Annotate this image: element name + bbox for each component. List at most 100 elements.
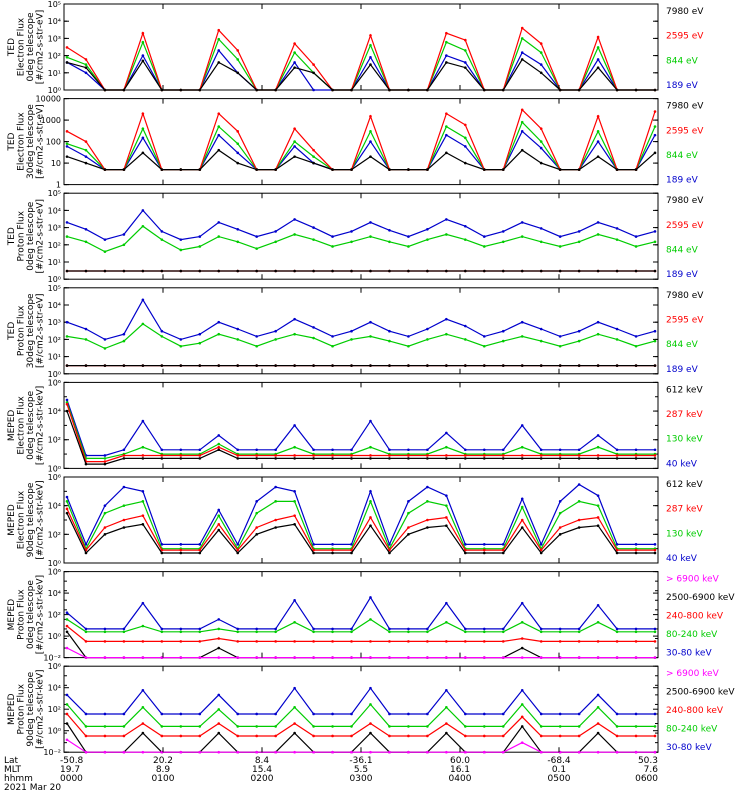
data-point — [520, 108, 524, 112]
data-point — [520, 269, 524, 273]
x-tick-mlt: 8.9 — [156, 765, 171, 775]
y-axis-label-line: MEPED — [7, 410, 17, 442]
data-point — [596, 58, 600, 61]
data-point — [445, 516, 448, 519]
data-point — [482, 548, 486, 552]
data-point — [445, 750, 448, 754]
data-point — [217, 269, 221, 273]
data-point — [293, 750, 296, 754]
data-point — [539, 543, 543, 546]
data-point — [653, 712, 657, 716]
data-point — [331, 656, 334, 659]
data-point — [236, 240, 240, 244]
data-point — [539, 327, 543, 331]
data-point — [65, 335, 69, 338]
data-point — [539, 71, 543, 75]
data-point — [65, 364, 69, 367]
data-point — [179, 712, 183, 716]
data-point — [255, 630, 258, 634]
data-point — [634, 88, 638, 92]
data-point — [558, 725, 562, 728]
data-point — [293, 127, 296, 130]
data-point — [369, 140, 372, 143]
data-point — [84, 627, 88, 631]
data-point — [653, 448, 657, 452]
data-point — [293, 490, 296, 493]
data-point — [84, 364, 88, 367]
data-point — [331, 269, 334, 273]
data-point — [255, 364, 258, 367]
data-point — [293, 523, 296, 526]
data-point — [255, 725, 258, 728]
legend-entry: 7980 eV — [666, 196, 704, 206]
data-point — [464, 725, 467, 728]
data-point — [369, 130, 372, 133]
data-point — [369, 457, 372, 460]
data-point — [84, 725, 88, 728]
data-point — [501, 543, 505, 546]
data-point — [388, 734, 391, 738]
data-point — [179, 627, 183, 631]
data-point — [217, 508, 221, 512]
data-point — [217, 235, 221, 238]
data-point — [501, 750, 505, 754]
data-point — [464, 38, 467, 42]
data-point — [198, 448, 202, 452]
data-point — [350, 269, 353, 273]
data-point — [464, 123, 467, 127]
data-point — [65, 46, 69, 49]
data-point — [501, 548, 505, 552]
data-point — [217, 445, 221, 449]
data-point — [274, 448, 277, 452]
y-axis-label-line: TED — [7, 227, 17, 246]
data-point — [615, 548, 619, 552]
data-point — [198, 712, 202, 716]
data-point — [539, 630, 543, 634]
data-point — [426, 269, 429, 273]
legend-entry: 2595 eV — [666, 315, 704, 325]
data-point — [255, 656, 258, 659]
data-point — [312, 326, 315, 329]
data-point — [274, 750, 277, 754]
data-point — [255, 457, 258, 460]
y-tick-label: 10² — [48, 436, 61, 445]
data-point — [388, 627, 391, 631]
legend-entry: 189 eV — [666, 81, 699, 91]
data-point — [141, 731, 145, 735]
x-tick-hhmm: 0000 — [60, 774, 83, 784]
data-point — [84, 750, 88, 754]
legend-entry: 240-800 keV — [666, 706, 724, 716]
data-point — [65, 55, 69, 59]
legend-entry: 7980 eV — [666, 102, 704, 112]
data-point — [407, 269, 410, 273]
data-point — [539, 750, 543, 754]
series-line — [66, 108, 656, 171]
data-point — [236, 640, 240, 643]
data-point — [407, 88, 410, 92]
data-point — [369, 686, 372, 690]
data-point — [501, 725, 505, 728]
data-point — [539, 240, 543, 244]
data-point — [293, 514, 296, 517]
data-point — [369, 516, 372, 519]
data-point — [350, 454, 353, 457]
data-point — [482, 457, 486, 460]
y-tick-label: 10³ — [48, 34, 61, 43]
data-point — [464, 548, 467, 552]
data-point — [426, 364, 429, 367]
data-point — [103, 656, 107, 659]
data-point — [388, 448, 391, 452]
data-point — [615, 338, 619, 341]
data-point — [179, 238, 183, 241]
data-point — [122, 656, 126, 659]
data-point — [293, 233, 296, 236]
data-point — [596, 35, 600, 39]
data-point — [558, 712, 562, 716]
data-point — [350, 168, 353, 171]
data-point — [558, 235, 562, 238]
y-axis-label-line: 90deg telescope — [26, 671, 36, 746]
data-point — [388, 640, 391, 643]
legend-entry: 30-80 keV — [666, 649, 712, 659]
data-point — [482, 551, 486, 555]
data-point — [369, 731, 372, 735]
